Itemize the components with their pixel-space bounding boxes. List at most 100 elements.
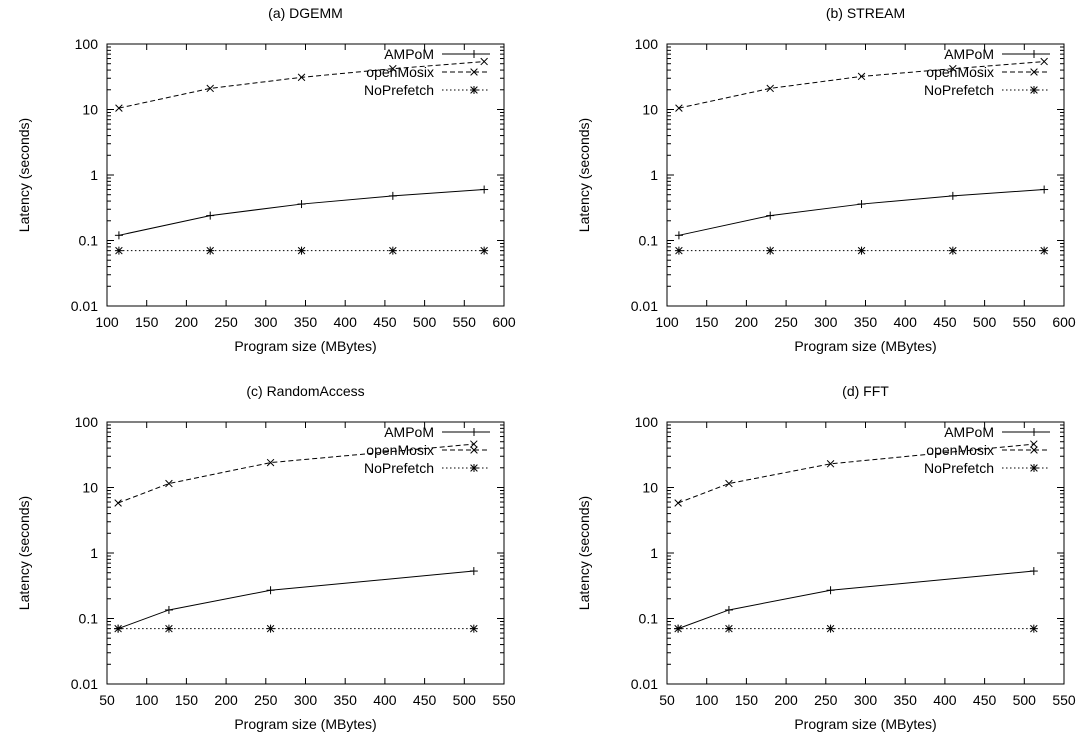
y-tick-label: 1 <box>90 167 98 183</box>
data-point-NoPrefetch <box>1040 246 1049 255</box>
y-tick-label: 0.01 <box>71 676 98 692</box>
legend-label: AMPoM <box>384 46 434 62</box>
data-point-NoPrefetch <box>480 246 489 255</box>
legend-label: AMPoM <box>944 46 994 62</box>
x-tick-label: 100 <box>135 692 159 708</box>
y-tick-label: 10 <box>82 480 98 496</box>
x-tick-label: 150 <box>135 314 159 330</box>
x-tick-label: 300 <box>294 692 318 708</box>
data-point-NoPrefetch <box>388 246 397 255</box>
legend-marker <box>470 428 478 436</box>
x-tick-label: 400 <box>373 692 397 708</box>
legend-label: openMosix <box>366 64 434 80</box>
series-line-AMPoM <box>678 189 1045 236</box>
data-point-AMPoM <box>857 200 866 209</box>
x-tick-label: 500 <box>453 692 477 708</box>
y-tick-label: 0.01 <box>631 676 658 692</box>
plot-frame <box>106 421 505 685</box>
data-point-NoPrefetch <box>164 624 173 633</box>
data-point-NoPrefetch <box>857 246 866 255</box>
chart-title: (c) RandomAccess <box>246 383 364 399</box>
data-point-openMosix <box>949 64 957 73</box>
x-tick-label: 100 <box>695 692 719 708</box>
legend-marker <box>1030 464 1038 472</box>
data-point-AMPoM <box>724 605 733 614</box>
y-tick-label: 10 <box>82 102 98 118</box>
data-point-AMPoM <box>480 185 489 194</box>
x-tick-label: 50 <box>99 692 115 708</box>
data-point-AMPoM <box>266 586 275 595</box>
x-tick-label: 600 <box>492 314 516 330</box>
legend-label: NoPrefetch <box>924 82 994 98</box>
x-tick-label: 350 <box>334 692 358 708</box>
x-tick-label: 550 <box>1013 314 1037 330</box>
data-point-openMosix <box>297 73 306 82</box>
data-point-AMPoM <box>164 605 173 614</box>
data-point-NoPrefetch <box>266 624 275 633</box>
y-axis-label: Latency (seconds) <box>16 496 32 610</box>
y-tick-label: 0.1 <box>639 611 659 627</box>
legend-label: AMPoM <box>944 424 994 440</box>
series-line-openMosix <box>117 443 474 504</box>
x-tick-label: 600 <box>1052 314 1076 330</box>
chart-title: (d) FFT <box>842 383 889 399</box>
data-point-AMPoM <box>948 191 957 200</box>
x-axis-label: Program size (MBytes) <box>234 338 376 354</box>
data-point-NoPrefetch <box>469 624 478 633</box>
x-tick-label: 300 <box>854 692 878 708</box>
data-point-AMPoM <box>674 231 683 240</box>
y-tick-label: 10 <box>642 102 658 118</box>
x-tick-label: 50 <box>659 692 675 708</box>
legend-label: NoPrefetch <box>924 460 994 476</box>
x-tick-label: 100 <box>655 314 679 330</box>
y-tick-label: 1 <box>650 167 658 183</box>
x-tick-label: 150 <box>735 692 759 708</box>
legend-marker <box>1030 446 1038 454</box>
y-tick-label: 10 <box>642 480 658 496</box>
chart-title: (b) STREAM <box>826 5 905 21</box>
x-tick-label: 300 <box>254 314 278 330</box>
data-point-AMPoM <box>1040 185 1049 194</box>
data-point-openMosix <box>1030 440 1038 448</box>
x-tick-label: 450 <box>973 692 997 708</box>
data-point-NoPrefetch <box>206 246 215 255</box>
legend-label: NoPrefetch <box>364 460 434 476</box>
data-point-openMosix <box>766 84 774 93</box>
x-tick-label: 200 <box>214 692 238 708</box>
x-tick-label: 250 <box>774 314 798 330</box>
plot-frame <box>666 43 1065 307</box>
legend-marker <box>1030 50 1038 58</box>
y-axis-label: Latency (seconds) <box>576 118 592 232</box>
x-tick-label: 500 <box>1013 692 1037 708</box>
x-tick-label: 350 <box>894 692 918 708</box>
x-tick-label: 450 <box>933 314 957 330</box>
legend-marker <box>470 464 478 472</box>
x-tick-label: 500 <box>973 314 997 330</box>
x-axis-label: Program size (MBytes) <box>794 716 936 732</box>
data-point-AMPoM <box>766 211 775 220</box>
x-tick-label: 250 <box>254 692 278 708</box>
chart-panel-3: (c) RandomAccess 50 100 150 200 250 300 350 400 4… <box>16 383 516 732</box>
x-tick-label: 400 <box>933 692 957 708</box>
data-point-AMPoM <box>297 200 306 209</box>
legend-label: openMosix <box>366 442 434 458</box>
y-axis-label: Latency (seconds) <box>576 496 592 610</box>
y-tick-label: 0.01 <box>71 298 98 314</box>
legend-marker <box>1030 428 1038 436</box>
x-axis-label: Program size (MBytes) <box>794 338 936 354</box>
y-tick-label: 100 <box>635 36 659 52</box>
data-point-AMPoM <box>114 231 123 240</box>
plot-frame <box>666 421 1065 685</box>
data-point-AMPoM <box>1029 567 1038 576</box>
data-point-openMosix <box>826 460 835 468</box>
data-point-openMosix <box>165 479 173 488</box>
x-tick-label: 250 <box>814 692 838 708</box>
x-tick-label: 550 <box>492 692 516 708</box>
data-point-NoPrefetch <box>826 624 835 633</box>
y-tick-label: 100 <box>75 414 99 430</box>
x-tick-label: 350 <box>854 314 878 330</box>
data-point-NoPrefetch <box>297 246 306 255</box>
y-tick-label: 1 <box>90 545 98 561</box>
x-tick-label: 350 <box>294 314 318 330</box>
